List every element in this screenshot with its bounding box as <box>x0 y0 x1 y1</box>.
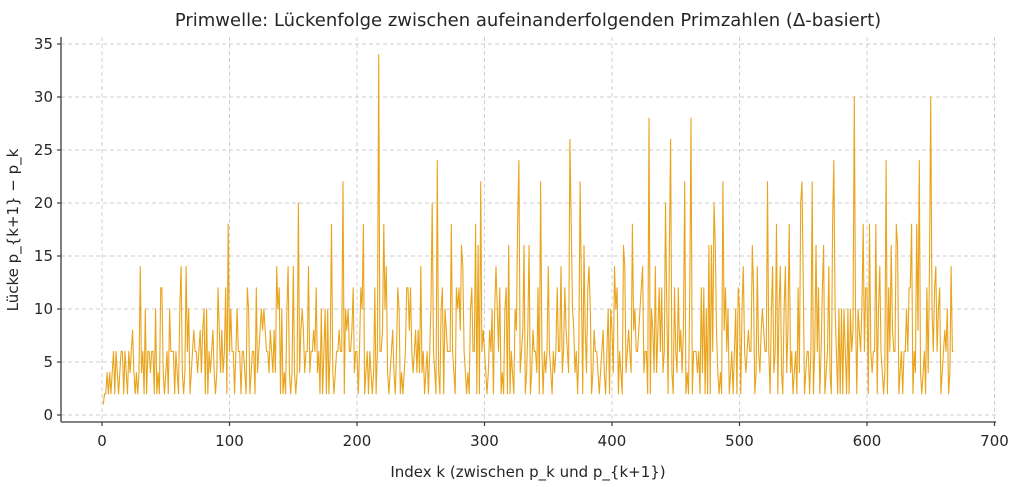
x-tick-label-500: 500 <box>725 432 754 450</box>
y-tick-label-30: 30 <box>34 88 53 106</box>
y-tick-label-5: 5 <box>43 353 53 371</box>
y-tick-label-35: 35 <box>34 35 53 53</box>
x-tick-label-0: 0 <box>97 432 107 450</box>
axes <box>57 37 996 426</box>
y-tick-label-10: 10 <box>34 300 53 318</box>
y-tick-label-15: 15 <box>34 247 53 265</box>
y-tick-label-20: 20 <box>34 194 53 212</box>
x-tick-label-600: 600 <box>853 432 882 450</box>
x-tick-label-700: 700 <box>980 432 1009 450</box>
chart-title: Primwelle: Lückenfolge zwischen aufeinan… <box>175 10 881 31</box>
x-tick-label-300: 300 <box>470 432 499 450</box>
x-axis-label: Index k (zwischen p_k und p_{k+1}) <box>390 463 665 482</box>
gap-series-line <box>102 54 954 405</box>
y-axis-label: Lücke p_{k+1} − p_k <box>4 148 23 311</box>
y-tick-label-25: 25 <box>34 141 53 159</box>
x-tick-label-100: 100 <box>215 432 244 450</box>
gap-series <box>102 54 954 405</box>
tick-labels: 0 100 200 300 400 500 600 700 0 5 10 15 20 25 30 35 <box>34 35 1009 450</box>
x-tick-label-200: 200 <box>343 432 372 450</box>
x-tick-label-400: 400 <box>598 432 627 450</box>
y-tick-label-0: 0 <box>43 406 53 424</box>
